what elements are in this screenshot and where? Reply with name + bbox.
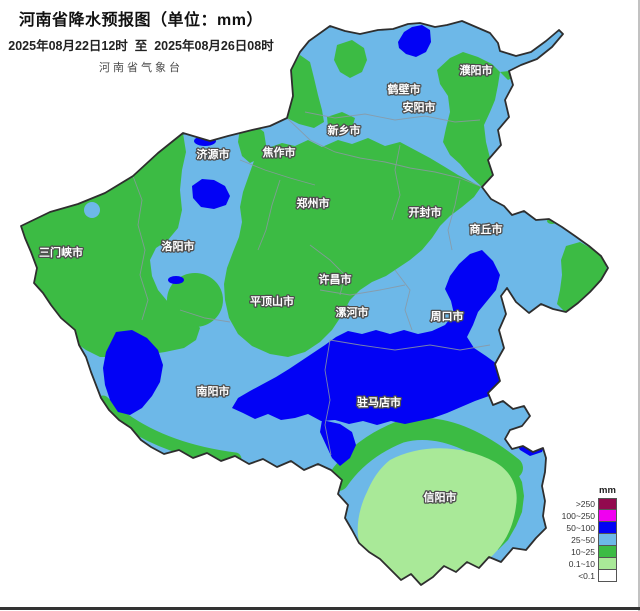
legend-item-label: 100~250 — [561, 511, 595, 521]
image-right-border — [638, 0, 640, 611]
city-label: 漯河市 — [336, 305, 369, 319]
region-green-connector — [167, 273, 223, 327]
image-bottom-border — [0, 607, 640, 610]
region-green-nanyang-south-band — [96, 395, 242, 466]
region-blue-west-nanyang — [103, 330, 163, 415]
legend-item-swatch — [598, 558, 617, 570]
agency-name: 河南省气象台 — [99, 61, 183, 74]
legend-item-label: 10~25 — [571, 547, 595, 557]
region-green-xinyang-band — [327, 418, 523, 491]
legend-item: <0.1 — [562, 570, 617, 582]
region-green-puyang — [437, 52, 500, 187]
legend-item-swatch — [598, 546, 617, 558]
city-label: 洛阳市 — [162, 239, 195, 253]
city-label: 濮阳市 — [460, 63, 493, 77]
city-label: 开封市 — [409, 205, 442, 219]
legend-item: >250 — [562, 498, 617, 510]
legend-item: 25~50 — [562, 534, 617, 546]
city-label: 三门峡市 — [39, 245, 83, 259]
region-green-xinxiang-patch — [327, 112, 355, 132]
forecast-period: 2025年08月22日12时 至 2025年08月26日08时 — [8, 39, 274, 53]
region-blue-luoyang — [192, 179, 230, 209]
region-blue-south-main — [232, 250, 506, 425]
legend-item-label: 50~100 — [566, 523, 595, 533]
city-label: 驻马店市 — [357, 395, 401, 409]
legend-item-swatch — [598, 498, 617, 510]
region-lightgreen-xinyang — [357, 448, 517, 585]
legend-item-label: <0.1 — [578, 571, 595, 581]
legend-item-swatch — [598, 510, 617, 522]
legend-item-swatch — [598, 522, 617, 534]
city-label: 南阳市 — [197, 384, 230, 398]
region-green-north-patch — [334, 40, 367, 78]
city-label: 济源市 — [197, 147, 230, 161]
region-blue-dot-south-luoyang — [168, 276, 184, 284]
city-label: 新乡市 — [328, 123, 361, 137]
city-label: 安阳市 — [403, 100, 436, 114]
city-label: 许昌市 — [319, 272, 352, 286]
district-borders — [132, 111, 491, 456]
legend-item-label: 25~50 — [571, 535, 595, 545]
legend: mm >250 100~250 50~100 25~50 10~25 0.1~10 <0.1 — [562, 485, 617, 582]
city-label: 周口市 — [431, 309, 464, 323]
legend-unit-label: mm — [599, 485, 616, 496]
legend-item: 0.1~10 — [562, 558, 617, 570]
legend-item-swatch — [598, 534, 617, 546]
region-lightblue-dot-west — [84, 202, 100, 218]
legend-item-label: >250 — [575, 499, 595, 509]
region-green-north-west-strip — [287, 55, 324, 128]
city-label: 信阳市 — [424, 490, 457, 504]
legend-items: >250 100~250 50~100 25~50 10~25 0.1~10 <0.1 — [562, 498, 617, 582]
legend-item: 50~100 — [562, 522, 617, 534]
legend-item: 100~250 — [562, 510, 617, 522]
region-green-jiaozuo-patch — [238, 124, 266, 163]
map-header: 河南省降水预报图（单位：mm） 2025年08月22日12时 至 2025年08… — [0, 6, 282, 75]
city-label: 郑州市 — [297, 196, 330, 210]
region-green-west — [21, 133, 200, 357]
legend-item: 10~25 — [562, 546, 617, 558]
legend-item-label: 0.1~10 — [568, 559, 595, 569]
region-blue-south-tip — [320, 420, 356, 466]
precip-regions — [21, 25, 607, 585]
region-green-yongcheng — [557, 242, 607, 312]
city-label: 商丘市 — [470, 222, 503, 236]
city-label: 鹤壁市 — [388, 82, 421, 96]
legend-item-swatch — [598, 570, 617, 582]
map-title: 河南省降水预报图（单位：mm） — [19, 12, 263, 29]
city-label: 平顶山市 — [250, 294, 294, 308]
region-blue-north — [398, 25, 431, 57]
city-label: 焦作市 — [262, 145, 296, 159]
region-green-center — [224, 138, 481, 357]
